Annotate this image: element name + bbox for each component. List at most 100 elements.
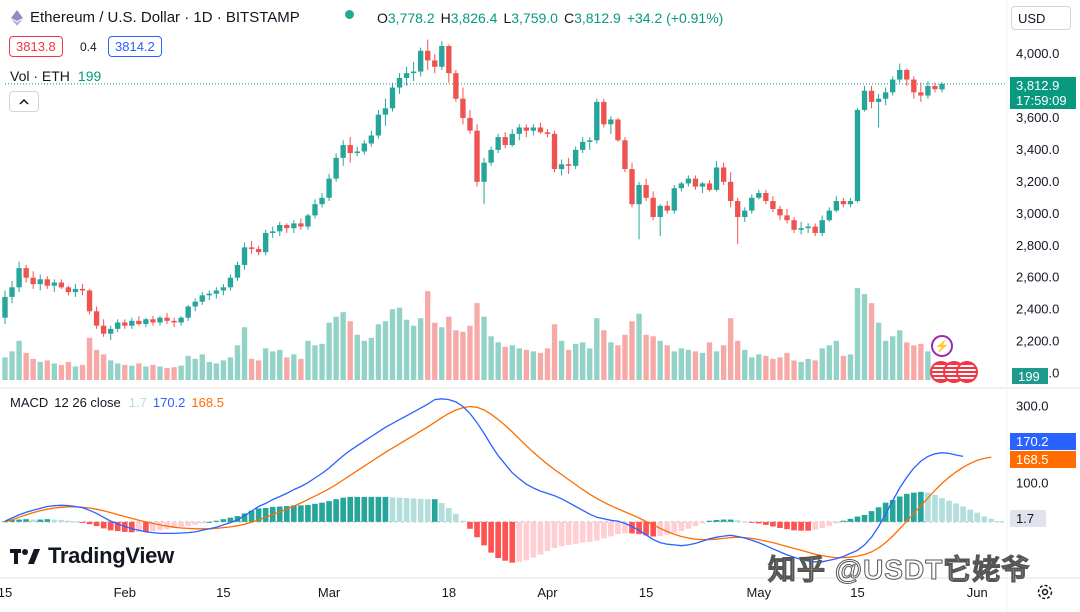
macd-histogram-bar xyxy=(410,498,417,522)
candle-body xyxy=(340,145,346,158)
macd-histogram-bar xyxy=(565,521,572,545)
volume-label: Vol · ETH xyxy=(10,68,70,84)
macd-histogram-bar xyxy=(199,521,206,524)
candle-body xyxy=(939,83,945,90)
volume-bar xyxy=(798,361,804,380)
volume-bar xyxy=(629,321,635,380)
tradingview-logo[interactable]: TradingView xyxy=(10,543,174,569)
candle-body xyxy=(502,137,508,146)
volume-bar xyxy=(368,337,375,380)
candle-body xyxy=(206,293,212,296)
volume-bar xyxy=(854,288,861,380)
macd-histogram-bar xyxy=(502,521,509,561)
macd-histogram-bar xyxy=(925,492,931,522)
macd-signal-tag-value: 168.5 xyxy=(1016,452,1049,467)
volume-bar xyxy=(326,322,332,380)
macd-histogram-bar xyxy=(572,521,579,544)
volume-bar xyxy=(86,337,93,380)
volume-bar xyxy=(812,360,818,380)
us-flag-icon[interactable] xyxy=(956,361,978,383)
macd-histogram-bar xyxy=(946,500,952,522)
candle-body xyxy=(861,90,868,110)
volume-bar xyxy=(51,363,57,380)
candle-body xyxy=(720,167,727,182)
macd-histogram-bar xyxy=(389,497,396,522)
macd-histogram-bar xyxy=(763,521,769,525)
volume-bar xyxy=(213,363,220,380)
candle-body xyxy=(763,193,769,202)
volume-bar xyxy=(502,346,508,380)
symbol-title[interactable]: Ethereum / U.S. Dollar · 1D · BITSTAMP xyxy=(30,9,300,26)
volume-bar xyxy=(481,316,487,380)
volume-bar xyxy=(389,309,396,380)
lightning-icon[interactable]: ⚡ xyxy=(931,335,953,357)
time-axis-label: Mar xyxy=(318,585,341,600)
candle-body xyxy=(587,140,593,142)
volume-bar xyxy=(347,321,353,380)
macd-histogram-bar xyxy=(178,521,184,527)
macd-signal-line xyxy=(4,405,992,559)
time-axis-label: 15 xyxy=(216,585,230,600)
macd-histogram-bar xyxy=(375,496,382,522)
volume-value: 199 xyxy=(77,68,102,84)
macd-histogram-bar xyxy=(833,521,840,524)
volume-bar xyxy=(206,361,212,380)
volume-bar xyxy=(791,360,797,380)
macd-histogram-bar xyxy=(805,521,811,531)
candle-body xyxy=(368,135,375,144)
low-label: L xyxy=(503,10,512,26)
volume-bar xyxy=(749,357,755,380)
volume-bar xyxy=(100,354,107,380)
volume-bar xyxy=(248,358,255,380)
macd-histogram-bar xyxy=(213,520,220,522)
volume-bar xyxy=(608,342,614,380)
macd-histogram-bar xyxy=(601,521,607,539)
macd-histogram-bar xyxy=(692,521,699,527)
candle-body xyxy=(199,295,205,302)
candle-body xyxy=(291,223,297,229)
candle-body xyxy=(157,317,163,323)
candle-body xyxy=(403,73,410,78)
volume-bar xyxy=(826,345,832,380)
macd-histogram-bar xyxy=(23,519,29,522)
volume-bar xyxy=(432,322,438,380)
volume-bar xyxy=(713,351,720,380)
candle-body xyxy=(516,127,522,134)
volume-bar xyxy=(16,340,22,380)
macd-line-tag-value: 170.2 xyxy=(1016,434,1049,449)
gear-icon[interactable] xyxy=(1035,582,1055,602)
time-axis-label: 15 xyxy=(850,585,864,600)
macd-histogram-bar xyxy=(650,521,656,537)
candle-body xyxy=(16,268,22,288)
candle-body xyxy=(72,288,79,293)
macd-histogram-bar xyxy=(960,506,966,522)
volume-bar xyxy=(255,360,262,380)
candle-body xyxy=(657,205,663,217)
collapse-legend-button[interactable] xyxy=(9,91,39,112)
candle-body xyxy=(890,79,896,93)
currency-select[interactable]: USD xyxy=(1011,6,1071,30)
macd-histogram-bar xyxy=(262,508,269,522)
macd-histogram-bar xyxy=(896,496,903,522)
candle-body xyxy=(594,101,600,141)
macd-signal-tag: 168.5 xyxy=(1010,451,1076,468)
buy-button[interactable]: 3814.2 xyxy=(108,36,162,57)
volume-bar xyxy=(382,321,389,380)
candle-body xyxy=(488,149,494,163)
candle-body xyxy=(742,210,748,217)
volume-bar xyxy=(537,352,544,380)
spread-value: 0.4 xyxy=(80,40,97,54)
volume-bar xyxy=(918,343,924,380)
volume-bar xyxy=(396,307,403,380)
macd-histogram-bar xyxy=(79,521,86,523)
macd-line-value: 170.2 xyxy=(152,395,186,410)
volume-bar xyxy=(136,363,142,380)
macd-histogram-bar xyxy=(911,492,917,522)
volume-bar xyxy=(354,334,360,380)
volume-bar xyxy=(312,345,318,380)
sell-button[interactable]: 3813.8 xyxy=(9,36,63,57)
macd-label: MACD xyxy=(10,395,49,410)
candle-body xyxy=(840,201,847,205)
volume-bar xyxy=(558,340,565,380)
